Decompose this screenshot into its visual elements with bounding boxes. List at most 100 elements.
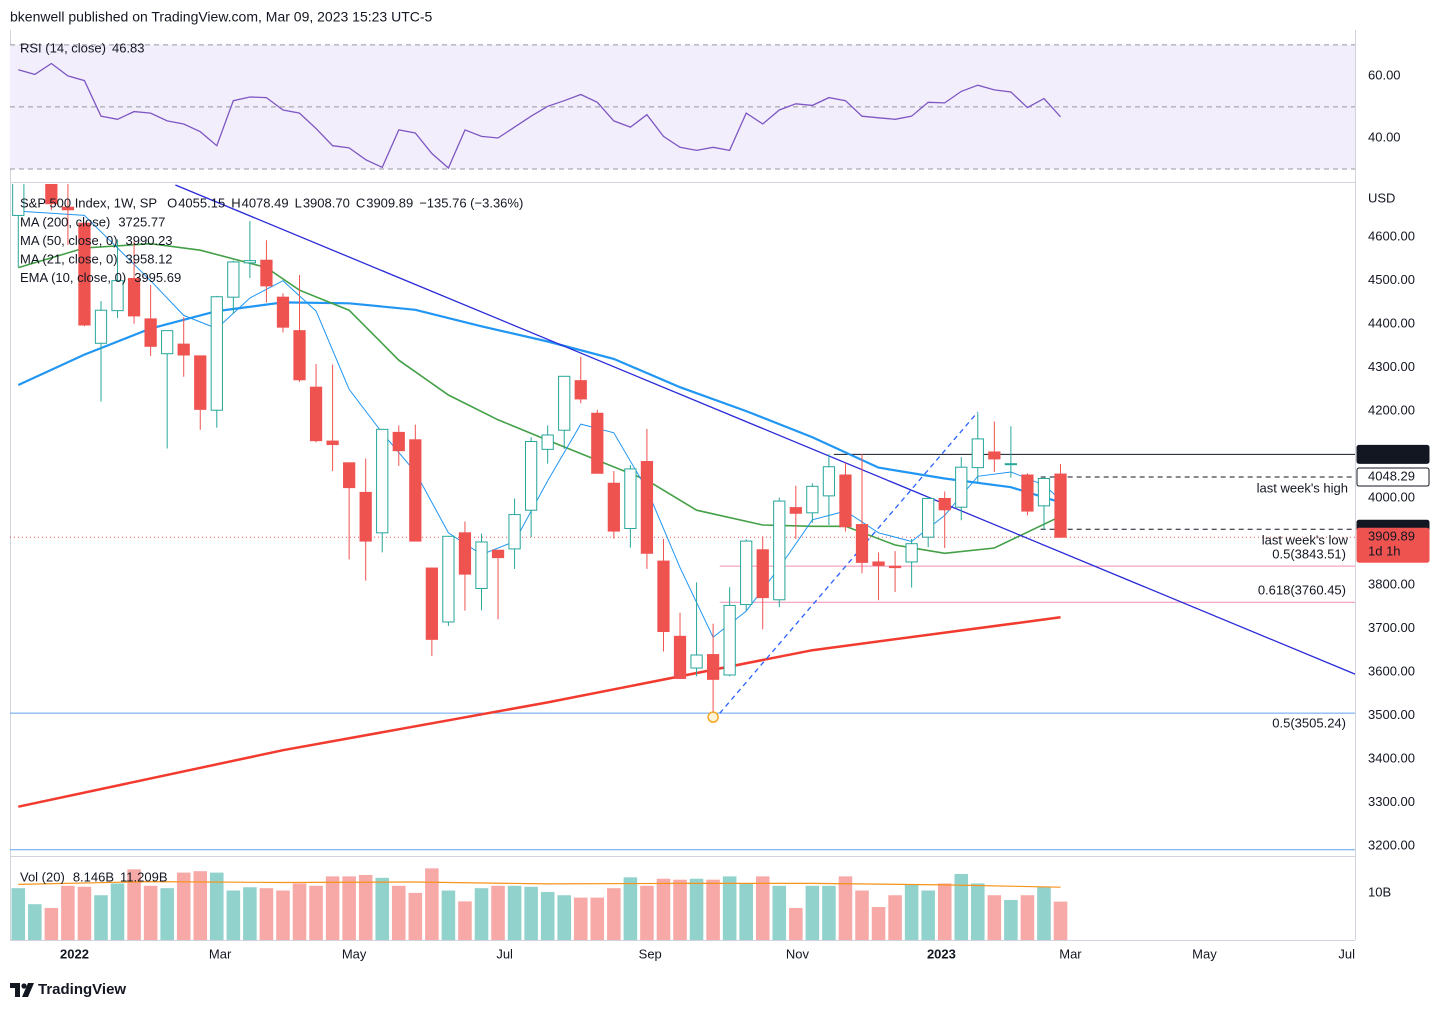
volume-bar	[805, 885, 820, 940]
candle-body	[210, 296, 223, 411]
candle-body	[194, 355, 207, 410]
candle-body	[872, 561, 885, 566]
candle-body	[309, 386, 323, 442]
candle-body	[756, 549, 769, 599]
ohlc-key: H	[231, 195, 240, 210]
candle-body	[789, 507, 802, 514]
candle-body	[260, 259, 273, 287]
brand-logo	[10, 983, 34, 997]
candle-body	[227, 261, 240, 298]
volume-bar	[325, 876, 340, 940]
candle-body	[1021, 474, 1034, 512]
y-tick-label: 3700.00	[1368, 620, 1415, 635]
volume-bar	[160, 888, 174, 940]
y-tick-label: 4400.00	[1368, 316, 1415, 331]
legend: S&P 500 Index, 1W, SP O 4055.15 H 4078.49 L 39…	[20, 195, 523, 285]
candle-body	[706, 654, 720, 680]
rsi-line	[18, 62, 1061, 170]
volume-bar	[855, 890, 869, 940]
volume-bar	[871, 907, 886, 940]
candle-body	[607, 482, 620, 532]
ohlc-value: 4078.49	[242, 195, 289, 210]
legend-title: EMA (10, close, 0)	[20, 270, 126, 285]
legend-value: 3990.23	[126, 233, 173, 248]
volume-bar	[11, 888, 26, 940]
pane	[11, 868, 1068, 940]
pane	[10, 184, 1355, 851]
candle-body	[905, 543, 918, 563]
y-tick-label: 3600.00	[1368, 663, 1415, 678]
publisher-line: bkenwell published on TradingView.com, M…	[10, 9, 433, 25]
volume-bar	[706, 879, 720, 940]
y-tick-label: 4500.00	[1368, 272, 1415, 287]
x-tick-label: Sep	[639, 946, 662, 961]
volume-bar	[243, 887, 257, 940]
volume-bar	[987, 895, 1002, 940]
volume-bar	[904, 884, 919, 940]
fib-label: 0.5(3505.24)	[1272, 716, 1346, 731]
volume-bar	[358, 874, 373, 940]
y-tick-label: 3500.00	[1368, 707, 1415, 722]
price-tag-label: 4100.51	[1368, 446, 1415, 461]
volume-bar	[77, 886, 92, 940]
candle-body	[822, 466, 836, 497]
legend-value: 3995.69	[134, 270, 181, 285]
y-tick-label: 10B	[1368, 884, 1391, 899]
volume-bar	[838, 876, 853, 940]
candle-body	[723, 604, 736, 676]
legend-value: 3958.12	[126, 252, 173, 267]
y-tick-label: 4300.00	[1368, 359, 1415, 374]
volume-bar	[458, 901, 472, 940]
ohlc-value: 3908.70	[303, 195, 350, 210]
candle-body	[442, 535, 455, 623]
price-tag-label: 4048.29	[1368, 468, 1415, 483]
volume-bar	[1053, 901, 1068, 940]
candle-body	[541, 434, 554, 450]
volume-bar	[193, 871, 208, 940]
volume-bar	[143, 885, 158, 940]
volume-bar	[28, 904, 42, 940]
candle-body	[94, 309, 108, 344]
ohlc-key: C	[356, 195, 365, 210]
x-tick-label: May	[342, 946, 367, 961]
candle-body	[161, 330, 174, 355]
candle-body	[640, 461, 654, 554]
candle-body	[111, 280, 124, 312]
legend-title: S&P 500 Index, 1W, SP	[20, 195, 157, 210]
volume-bar	[623, 877, 638, 940]
x-tick-label: Jul	[1338, 946, 1355, 961]
y-tick-label: 4600.00	[1368, 229, 1415, 244]
legend-title: MA (21, close, 0)	[20, 252, 118, 267]
volume-bar	[507, 885, 522, 940]
legend-value: 3725.77	[118, 214, 165, 229]
level-note: last week's high	[1257, 480, 1348, 495]
y-tick-label: 60.00	[1368, 67, 1401, 82]
x-tick-label: Nov	[786, 946, 810, 961]
volume-bar	[673, 879, 687, 940]
candle-body	[127, 277, 141, 317]
candle-body	[888, 565, 902, 569]
volume-bar	[540, 891, 555, 940]
ohlc-value: 3909.89	[366, 195, 413, 210]
candle-body	[326, 440, 339, 446]
candle-body	[293, 330, 306, 381]
ohlc-value: 4055.15	[178, 195, 225, 210]
candle-body	[475, 541, 488, 589]
candle-body	[276, 296, 290, 328]
candle-body	[740, 540, 753, 606]
moving-average	[18, 616, 1061, 808]
volume-bar	[1037, 886, 1051, 940]
moving-average	[18, 242, 1061, 555]
volume-bar	[573, 897, 588, 940]
volume-bar	[888, 895, 902, 940]
x-tick-label: 2022	[60, 946, 89, 961]
volume-bar	[689, 878, 704, 940]
volume-bar	[755, 876, 770, 940]
candle-body	[508, 514, 521, 550]
candle-body	[624, 468, 637, 529]
volume-bar	[1004, 899, 1018, 940]
y-tick-label: 4200.00	[1368, 403, 1415, 418]
volume-ma	[18, 880, 1061, 888]
volume-bar	[425, 868, 439, 940]
candle-body	[690, 654, 703, 669]
